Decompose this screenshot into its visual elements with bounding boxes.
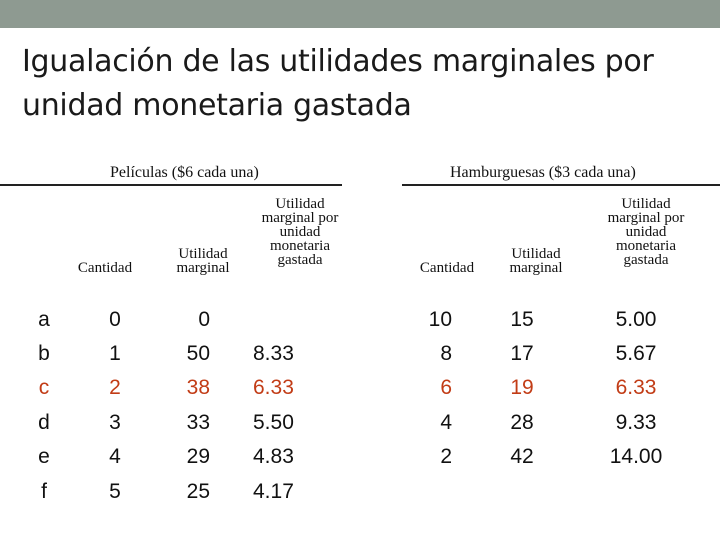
cell-hamburguesas-cantidad: 10 <box>428 308 452 331</box>
cell-hamburguesas-utilidad-marginal: 17 <box>510 342 534 365</box>
cell-hamburguesas-utilidad-marginal: 15 <box>510 308 534 331</box>
cell-peliculas-cantidad: 3 <box>109 411 121 434</box>
group-peliculas: Películas ($6 cada una) <box>110 164 259 181</box>
cell-peliculas-cantidad-highlighted: 2 <box>109 376 121 399</box>
header-cantidad-hamburguesas: Cantidad <box>419 260 475 276</box>
cell-peliculas-cantidad: 5 <box>109 480 121 503</box>
cell-hamburguesas-utilidad-por-unidad: 5.00 <box>615 308 657 331</box>
cell-hamburguesas-utilidad-marginal: 28 <box>510 411 534 434</box>
cell-peliculas-utilidad-por-unidad: 4.83 <box>253 445 294 468</box>
row-label: b <box>38 342 50 365</box>
header-utilidad-marginal-peliculas: Utilidad marginal <box>176 246 230 276</box>
row-label-highlighted: c <box>38 376 50 399</box>
row-label: d <box>38 411 50 434</box>
cell-peliculas-utilidad-por-unidad-highlighted: 6.33 <box>253 376 294 399</box>
cell-peliculas-cantidad: 4 <box>109 445 121 468</box>
cell-peliculas-utilidad-marginal: 25 <box>186 480 210 503</box>
header-utilidad-por-unidad-peliculas: Utilidad marginal por unidad monetaria g… <box>261 196 339 268</box>
cell-hamburguesas-cantidad: 8 <box>440 342 452 365</box>
header-utilidad-marginal-hamburguesas: Utilidad marginal <box>509 246 563 276</box>
cell-hamburguesas-utilidad-por-unidad: 9.33 <box>615 411 657 434</box>
row-label: a <box>38 308 50 331</box>
cell-hamburguesas-utilidad-por-unidad-highlighted: 6.33 <box>615 376 657 399</box>
cell-hamburguesas-utilidad-por-unidad: 5.67 <box>615 342 657 365</box>
cell-peliculas-utilidad-por-unidad: 5.50 <box>253 411 294 434</box>
group-underline-hamburguesas <box>402 184 720 186</box>
cell-peliculas-utilidad-marginal-highlighted: 38 <box>186 376 210 399</box>
cell-hamburguesas-utilidad-por-unidad: 14.00 <box>609 445 663 468</box>
cell-hamburguesas-cantidad: 2 <box>440 445 452 468</box>
cell-peliculas-utilidad-marginal: 29 <box>186 445 210 468</box>
cell-peliculas-utilidad-marginal: 33 <box>186 411 210 434</box>
row-label: e <box>38 445 50 468</box>
cell-peliculas-utilidad-marginal: 0 <box>198 308 210 331</box>
cell-hamburguesas-utilidad-marginal-highlighted: 19 <box>510 376 534 399</box>
cell-hamburguesas-cantidad: 4 <box>440 411 452 434</box>
group-underline-peliculas <box>0 184 342 186</box>
cell-peliculas-utilidad-marginal: 50 <box>186 342 210 365</box>
header-utilidad-por-unidad-hamburguesas: Utilidad marginal por unidad monetaria g… <box>607 196 685 268</box>
slide-title: Igualación de las utilidades marginales … <box>22 44 654 123</box>
cell-hamburguesas-cantidad-highlighted: 6 <box>440 376 452 399</box>
header-cantidad-peliculas: Cantidad <box>77 260 133 276</box>
cell-peliculas-utilidad-por-unidad: 8.33 <box>253 342 294 365</box>
row-label: f <box>41 480 47 503</box>
group-hamburguesas: Hamburguesas ($3 cada una) <box>450 164 636 181</box>
cell-hamburguesas-utilidad-marginal: 42 <box>510 445 534 468</box>
cell-peliculas-cantidad: 1 <box>109 342 121 365</box>
cell-peliculas-cantidad: 0 <box>109 308 121 331</box>
top-accent-bar <box>0 0 720 28</box>
cell-peliculas-utilidad-por-unidad: 4.17 <box>253 480 294 503</box>
